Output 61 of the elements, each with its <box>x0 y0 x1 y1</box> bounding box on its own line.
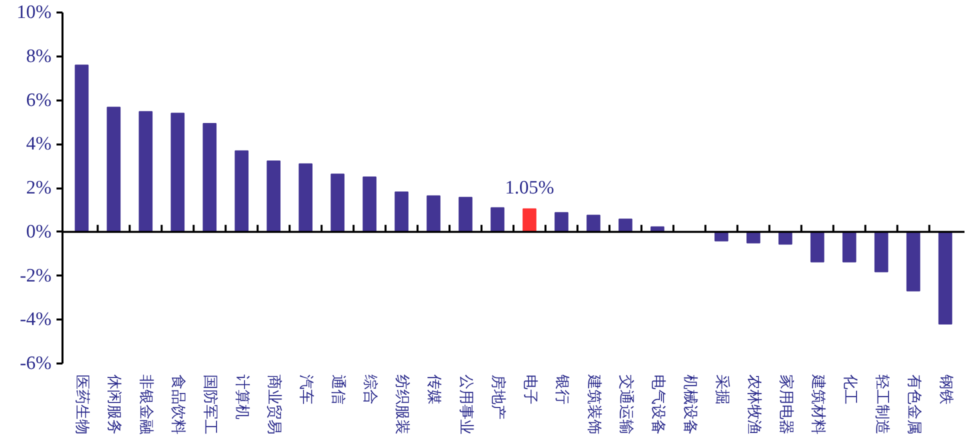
bar <box>938 231 952 325</box>
bar <box>522 208 536 232</box>
x-tick-label: 采掘 <box>713 374 730 404</box>
bar <box>490 207 504 232</box>
y-tick-label: -2% <box>20 265 52 286</box>
y-tick-label: 10% <box>16 2 52 23</box>
bar <box>394 191 408 232</box>
x-tick-label: 综合 <box>362 374 379 404</box>
x-tick-label: 汽车 <box>298 374 315 404</box>
x-tick-label: 有色金属 <box>905 374 922 434</box>
y-tick-label: 4% <box>26 134 52 155</box>
data-label: 1.05% <box>504 177 554 198</box>
x-tick-label: 国防军工 <box>202 374 219 434</box>
bar <box>138 111 153 232</box>
x-tick-label: 家用电器 <box>777 374 794 434</box>
bar <box>810 231 824 262</box>
bar <box>202 123 217 232</box>
bar <box>106 106 121 232</box>
bar <box>906 231 920 292</box>
x-tick-label: 银行 <box>553 374 570 404</box>
bar <box>298 163 312 232</box>
x-tick-label: 房地产 <box>490 374 507 420</box>
y-tick-label: 8% <box>26 46 52 67</box>
x-tick-label: 交通运输 <box>617 374 634 434</box>
y-tick-label: 2% <box>26 178 52 198</box>
x-tick-label: 休闲服务 <box>106 374 123 434</box>
x-tick-label: 传媒 <box>426 374 442 404</box>
x-tick-label: 电子 <box>521 374 538 404</box>
y-tick-label: -6% <box>20 353 52 374</box>
y-tick-label: 0% <box>26 221 52 242</box>
x-tick-label: 建筑材料 <box>809 374 826 434</box>
bar <box>586 214 600 232</box>
bar <box>234 150 249 232</box>
y-tick-label: -4% <box>20 309 52 330</box>
bar <box>362 176 376 232</box>
bar <box>74 64 89 232</box>
x-tick-label: 计算机 <box>234 374 251 420</box>
x-tick-label: 食品饮料 <box>170 374 187 434</box>
bar <box>874 231 888 272</box>
bar <box>554 212 568 232</box>
bar <box>618 218 632 232</box>
y-tick-label: 6% <box>26 90 52 111</box>
x-tick-label: 电气设备 <box>649 374 666 434</box>
x-tick-label: 机械设备 <box>681 374 698 434</box>
x-tick-label: 化工 <box>841 374 858 404</box>
x-tick-label: 医药生物 <box>74 374 91 434</box>
bar <box>426 195 440 232</box>
x-tick-label: 纺织服装 <box>394 374 411 434</box>
x-tick-label: 通信 <box>330 374 347 404</box>
x-tick-label: 公用事业 <box>458 374 475 434</box>
bar <box>458 196 472 232</box>
bar <box>330 174 344 232</box>
x-tick-label: 轻工制造 <box>873 374 890 434</box>
x-tick-label: 农林牧渔 <box>745 374 762 434</box>
x-tick-label: 商业贸易 <box>266 374 283 434</box>
bar <box>170 112 185 232</box>
bar <box>842 231 856 262</box>
x-tick-label: 建筑装饰 <box>585 374 602 434</box>
bar <box>266 160 281 232</box>
x-tick-label: 钢铁 <box>937 374 954 404</box>
x-tick-label: 非银金融 <box>138 374 155 434</box>
